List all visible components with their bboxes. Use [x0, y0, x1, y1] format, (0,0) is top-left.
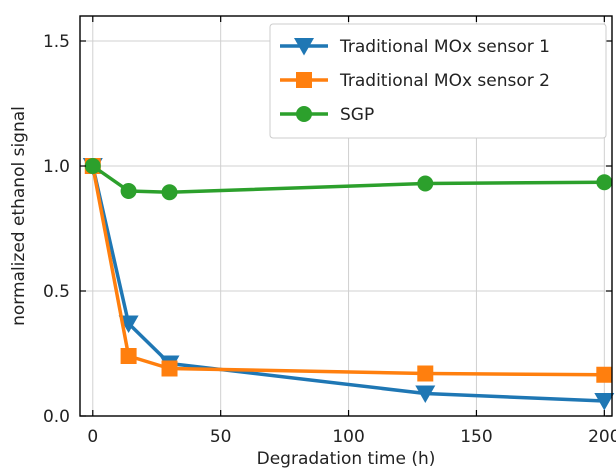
y-tick-label: 1.0 [43, 157, 70, 177]
legend-label: Traditional MOx sensor 1 [339, 37, 550, 57]
legend-marker [296, 72, 312, 88]
data-point [120, 183, 137, 199]
x-tick-label: 50 [210, 427, 232, 447]
legend-marker [296, 106, 312, 122]
plot-frame [79, 15, 613, 417]
x-axis-label: Degradation time (h) [257, 449, 436, 468]
x-tick-label: 200 [588, 427, 616, 447]
data-point [417, 175, 434, 192]
data-point [161, 184, 178, 201]
data-point [596, 366, 613, 383]
y-axis-label: normalized ethanol signal [9, 106, 29, 326]
data-point [594, 393, 615, 411]
data-point [120, 348, 137, 364]
y-tick-label: 1.5 [43, 32, 70, 52]
legend: Traditional MOx sensor 1 Traditional MOx … [269, 23, 607, 139]
axis-ticks: 0 50 100 150 200 0.0 0.5 1.0 1.5 [43, 16, 616, 447]
x-tick-label: 100 [332, 427, 364, 447]
data-point [118, 315, 139, 333]
legend-label: SGP [340, 105, 374, 125]
data-point [415, 385, 436, 403]
series-3 [84, 158, 613, 201]
x-tick-label: 0 [87, 427, 98, 447]
legend-box [269, 23, 607, 139]
legend-marker [294, 38, 314, 56]
y-tick-label: 0.5 [43, 282, 70, 302]
data-point [161, 360, 178, 377]
data-point [84, 158, 101, 174]
y-tick-label: 0.0 [43, 407, 70, 427]
x-tick-label: 150 [460, 427, 492, 447]
data-point [596, 174, 613, 191]
data-point [417, 365, 434, 382]
legend-label: Traditional MOx sensor 2 [339, 71, 550, 91]
series-layer [82, 158, 615, 411]
